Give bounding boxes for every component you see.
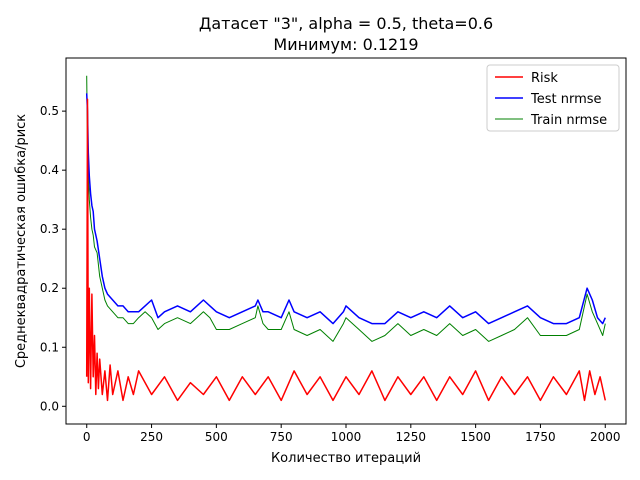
y-tick-label: 0.3 (40, 222, 59, 236)
legend-box (486, 64, 620, 132)
x-tick-label: 1500 (460, 430, 491, 444)
x-tick-label: 2000 (590, 430, 621, 444)
y-tick-label: 0.0 (40, 399, 59, 413)
y-tick-label: 0.2 (40, 281, 59, 295)
series-layer (85, 75, 607, 402)
x-tick-label: 1250 (396, 430, 427, 444)
legend-label: Train nrmse (530, 113, 607, 128)
y-tick-label: 0.4 (40, 163, 59, 177)
series-line-train-nrmse (86, 75, 606, 342)
legend-label: Risk (531, 71, 558, 86)
legend-label: Test nrmse (530, 92, 602, 107)
x-tick-label: 750 (270, 430, 293, 444)
y-axis-label: Среднеквадратическая ошибка/риск (14, 114, 29, 368)
chart-title: Датасет "3", alpha = 0.5, theta=0.6 (199, 14, 493, 33)
series-line-test-nrmse (85, 93, 606, 325)
y-tick-label: 0.1 (40, 340, 59, 354)
x-tick-label: 250 (140, 430, 163, 444)
series-line-risk (85, 98, 607, 402)
chart-subtitle: Минимум: 0.1219 (273, 35, 418, 54)
plot-area: 0 250 500 750 1000 1250 1500 1750 2000 0.0 0.1 0.2… (40, 57, 627, 444)
x-tick-label: 0 (83, 430, 91, 444)
x-tick-label: 1750 (525, 430, 556, 444)
y-axis: 0.0 0.1 0.2 0.3 0.4 0.5 (40, 104, 66, 413)
x-tick-label: 500 (205, 430, 228, 444)
y-tick-label: 0.5 (40, 104, 59, 118)
x-axis-label: Количество итераций (271, 451, 421, 466)
x-tick-label: 1000 (331, 430, 362, 444)
x-axis: 0 250 500 750 1000 1250 1500 1750 2000 (83, 424, 621, 444)
legend: Risk Test nrmse Train nrmse (486, 64, 620, 132)
